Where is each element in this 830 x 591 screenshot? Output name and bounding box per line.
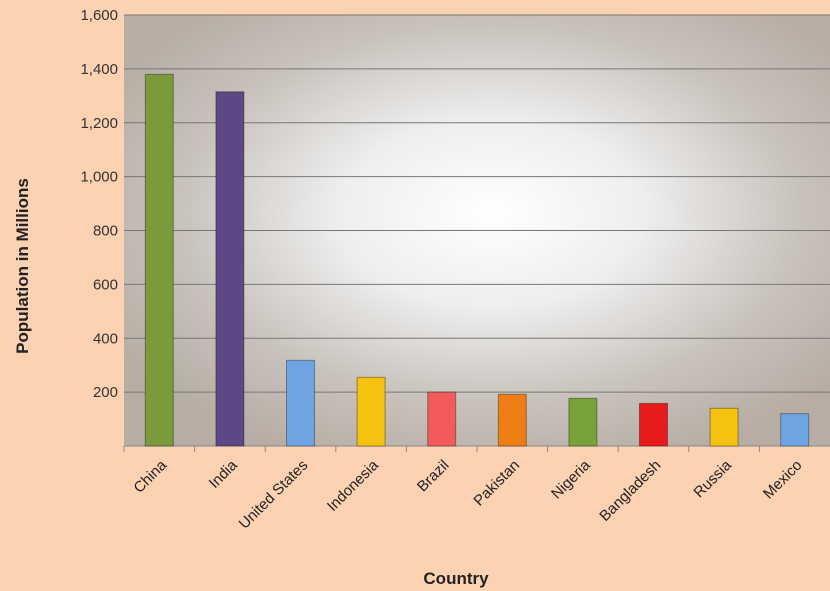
x-axis-title: Country <box>423 569 489 588</box>
bar-mexico <box>780 413 810 447</box>
x-tick-label: Mexico <box>760 457 806 503</box>
bar-indonesia <box>356 376 386 447</box>
bar-brazil <box>427 391 457 447</box>
bar-nigeria <box>568 397 598 447</box>
bar-russia <box>709 407 739 447</box>
x-tick-label: India <box>206 456 241 491</box>
x-tick-label: China <box>130 456 170 496</box>
y-axis-ticks: 200 400 600 800 1,000 1,200 1,400 1,600 <box>80 7 118 401</box>
bars <box>144 73 810 447</box>
x-tick-label: Brazil <box>414 457 453 496</box>
bar-china <box>144 73 174 447</box>
y-tick-label: 1,200 <box>80 115 118 132</box>
bar-united-states <box>286 359 315 447</box>
x-tick-label: Russia <box>690 456 735 501</box>
x-tick-label: Indonesia <box>324 456 382 514</box>
y-axis-title: Population in Millions <box>13 178 32 354</box>
bar-bangladesh <box>639 402 668 447</box>
y-tick-label: 1,600 <box>80 7 118 24</box>
x-tick-label: United States <box>236 457 312 533</box>
y-tick-label: 1,400 <box>80 61 118 78</box>
y-tick-label: 800 <box>93 223 118 240</box>
x-tick-label: Bangladesh <box>596 457 664 525</box>
y-tick-label: 400 <box>93 330 118 347</box>
y-tick-label: 200 <box>93 384 118 401</box>
bar-pakistan <box>497 393 527 447</box>
x-tick-label: Pakistan <box>470 457 523 510</box>
y-tick-label: 1,000 <box>80 169 118 186</box>
bar-india <box>215 91 245 447</box>
y-tick-label: 600 <box>93 276 118 293</box>
x-tick-label: Nigeria <box>548 456 594 502</box>
